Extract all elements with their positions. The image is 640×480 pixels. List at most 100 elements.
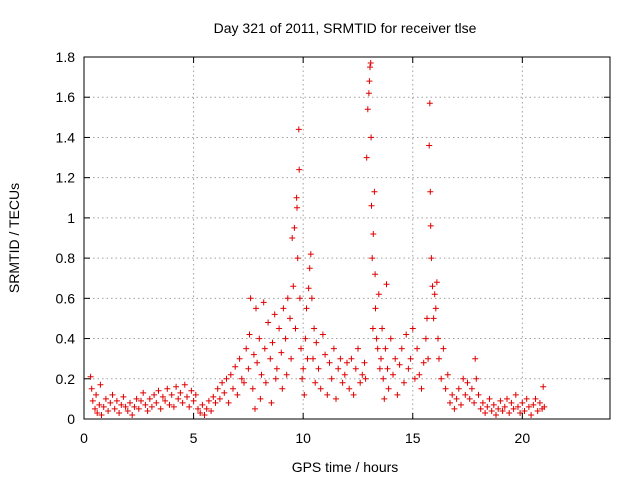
data-point (257, 395, 264, 402)
data-point (271, 311, 278, 318)
data-point (506, 410, 513, 416)
data-point (372, 271, 379, 278)
data-point (430, 315, 437, 322)
data-point (296, 295, 303, 302)
data-point (93, 391, 100, 398)
data-point (111, 405, 118, 412)
data-point (425, 355, 432, 362)
chart-title: Day 321 of 2011, SRMTID for receiver tls… (214, 20, 477, 36)
data-point (438, 375, 445, 382)
x-tick-label: 20 (515, 430, 531, 446)
data-point (201, 412, 208, 418)
data-point (216, 395, 223, 402)
x-tick-labels: 0 5 10 15 20 (80, 430, 530, 446)
data-point (385, 385, 392, 392)
data-point (350, 391, 357, 398)
data-point (328, 375, 335, 382)
y-tick-label: 0 (67, 411, 75, 427)
data-point (348, 355, 355, 362)
data-point (428, 255, 435, 262)
data-point (442, 385, 449, 392)
data-point (383, 281, 390, 288)
data-point (295, 126, 302, 133)
y-tick-label: 0.4 (56, 331, 76, 347)
data-point (109, 391, 116, 398)
data-point (155, 387, 162, 394)
y-tick-label: 0.2 (56, 371, 76, 387)
data-point (301, 391, 308, 398)
x-tick-label: 0 (80, 430, 88, 446)
data-point (319, 331, 326, 338)
data-point (486, 395, 493, 402)
data-point (129, 412, 136, 418)
data-point (366, 78, 373, 85)
data-point (210, 393, 217, 400)
data-point (368, 134, 375, 141)
data-point (495, 405, 502, 412)
data-point (170, 403, 177, 410)
data-point (447, 399, 453, 406)
data-point (484, 403, 491, 410)
data-point (140, 389, 147, 396)
data-point (312, 379, 319, 386)
data-point (462, 391, 469, 398)
data-point (375, 291, 382, 298)
data-point (252, 405, 258, 412)
data-point (291, 224, 298, 231)
data-point (433, 279, 440, 286)
y-tick-label: 1.8 (56, 49, 76, 65)
data-point (188, 387, 195, 394)
data-point (102, 395, 109, 402)
data-point (238, 375, 245, 382)
data-point (464, 379, 471, 386)
data-point (296, 166, 303, 173)
data-point (122, 403, 129, 410)
data-point (304, 355, 311, 362)
data-point (282, 335, 289, 342)
data-point (426, 142, 433, 149)
data-point (376, 365, 383, 372)
data-point (261, 345, 268, 352)
data-point (162, 397, 169, 404)
data-point (341, 371, 348, 378)
data-point (380, 375, 387, 382)
data-point (298, 345, 304, 352)
data-point (330, 345, 337, 352)
data-point (289, 235, 296, 241)
data-point (278, 349, 285, 356)
data-point (363, 154, 370, 161)
y-tick-label: 0.8 (56, 250, 76, 266)
data-point (221, 389, 228, 396)
x-tick-label: 5 (190, 430, 198, 446)
data-point (299, 375, 306, 382)
data-point (333, 395, 339, 402)
data-point (294, 255, 301, 262)
data-point (87, 373, 94, 380)
data-point (199, 401, 206, 408)
data-point (519, 399, 526, 406)
data-point (120, 393, 127, 400)
data-point (294, 204, 300, 211)
data-point (258, 371, 265, 378)
data-point (179, 399, 186, 406)
data-point (96, 401, 103, 408)
data-point (528, 412, 535, 418)
data-point (288, 355, 295, 362)
data-point (429, 283, 436, 290)
data-point (116, 410, 123, 416)
data-point (273, 365, 280, 372)
data-point (148, 403, 155, 410)
data-point (166, 401, 173, 408)
data-point (195, 405, 201, 412)
data-point (262, 379, 269, 386)
data-point (223, 375, 230, 382)
data-point (362, 375, 369, 382)
data-point (135, 405, 142, 412)
data-point (246, 331, 253, 338)
data-point (100, 403, 107, 410)
plot-frame (83, 56, 611, 420)
data-point (256, 335, 263, 342)
data-point (444, 371, 451, 378)
data-point (230, 385, 236, 392)
data-point (453, 395, 460, 402)
